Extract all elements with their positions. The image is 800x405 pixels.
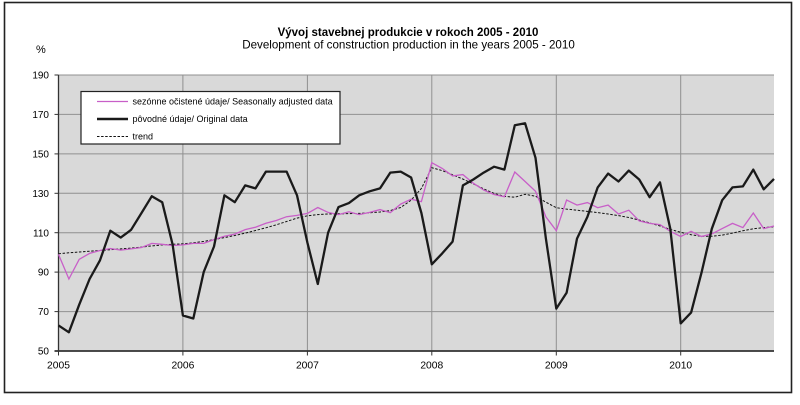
svg-text:Development of construction pr: Development of construction production i… bbox=[242, 39, 575, 52]
svg-text:trend: trend bbox=[133, 132, 154, 142]
svg-text:130: 130 bbox=[32, 189, 49, 200]
svg-text:90: 90 bbox=[38, 268, 50, 279]
svg-text:%: % bbox=[36, 44, 46, 56]
svg-text:Vývoj stavebnej produkcie v ro: Vývoj stavebnej produkcie v rokoch 2005 … bbox=[278, 27, 539, 39]
svg-text:2008: 2008 bbox=[420, 361, 443, 372]
svg-text:150: 150 bbox=[32, 150, 49, 161]
svg-text:2010: 2010 bbox=[669, 361, 692, 372]
svg-text:2005: 2005 bbox=[47, 361, 70, 372]
svg-text:50: 50 bbox=[38, 347, 50, 358]
svg-text:2007: 2007 bbox=[296, 361, 319, 372]
svg-text:2009: 2009 bbox=[545, 361, 568, 372]
svg-text:pôvodné údaje/ Original data: pôvodné údaje/ Original data bbox=[133, 114, 248, 124]
svg-text:110: 110 bbox=[33, 228, 49, 239]
svg-text:170: 170 bbox=[32, 110, 49, 121]
svg-text:2006: 2006 bbox=[171, 361, 194, 372]
svg-text:70: 70 bbox=[38, 307, 50, 318]
svg-text:190: 190 bbox=[32, 71, 49, 82]
svg-text:sezónne očistené údaje/ Season: sezónne očistené údaje/ Seasonally adjus… bbox=[133, 97, 333, 107]
